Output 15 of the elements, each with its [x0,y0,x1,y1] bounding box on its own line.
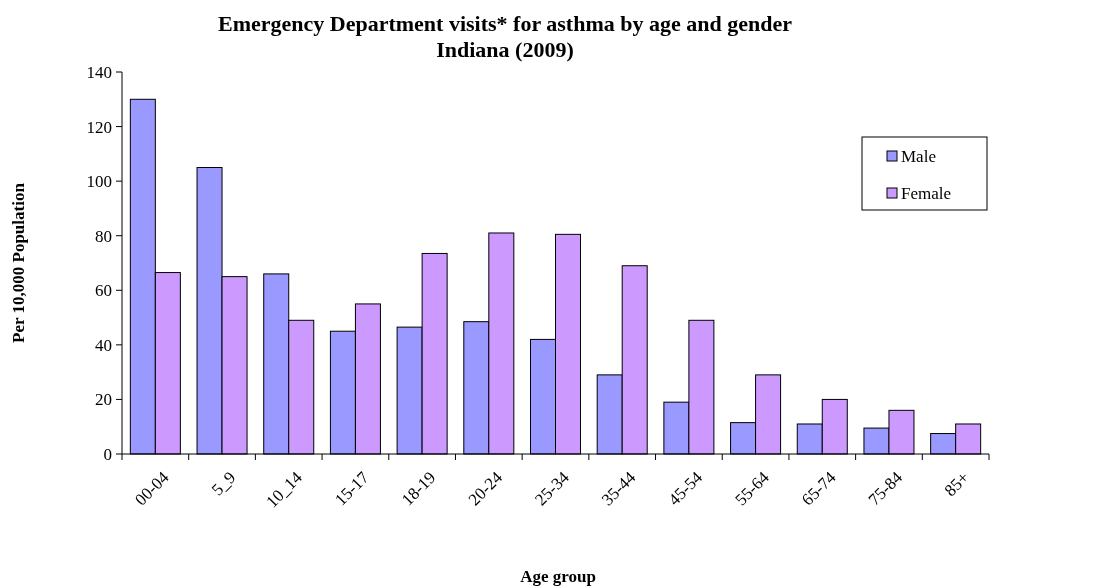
legend-label: Female [901,183,952,203]
x-axis-title: Age group [520,567,596,586]
y-tick-label: 140 [86,62,112,82]
x-tick-label: 5_9 [207,467,240,500]
chart-title: Emergency Department visits* for asthma by age and gender Indiana (2009) [218,11,793,62]
y-tick-label: 20 [95,390,112,410]
y-tick-label: 80 [95,226,112,246]
y-tick-label: 40 [95,335,112,355]
y-tick-label: 0 [103,444,112,464]
y-tick-label: 100 [86,172,112,192]
x-tick-label: 85+ [940,467,973,501]
legend-label: Male [901,146,936,166]
y-tick-label: 60 [95,281,112,301]
y-axis-title: Per 10,000 Population [9,182,28,343]
y-tick-label: 120 [86,117,112,137]
